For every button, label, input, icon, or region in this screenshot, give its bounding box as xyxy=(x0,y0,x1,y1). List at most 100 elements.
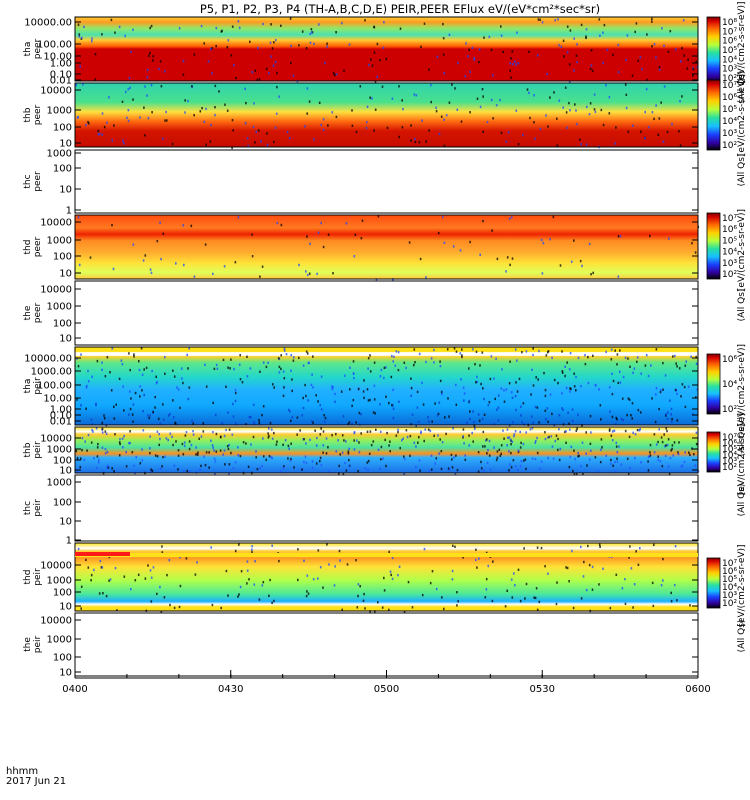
colorbar-tick-label: 10⁷ xyxy=(722,214,737,224)
colorbar-unit-label: [eV/(cm2-s-sr-eV)] xyxy=(737,544,747,626)
y-tick-label: 10 xyxy=(59,602,72,613)
y-tick-label: 10 xyxy=(59,139,72,150)
y-tick-label: 1 xyxy=(66,536,72,547)
y-tick-label: 10000 xyxy=(40,285,72,296)
date-label: 2017 Jun 21 xyxy=(6,776,67,787)
colorbar-tick-label: 10³ xyxy=(722,129,737,139)
colorbar xyxy=(706,557,721,609)
x-tick-label: 0430 xyxy=(218,684,243,695)
y-axis-label: thapeer xyxy=(23,38,43,59)
y-axis-label: thepeir xyxy=(23,635,43,653)
y-tick-label: 10000.00 xyxy=(24,18,72,29)
colorbar xyxy=(706,79,721,151)
colorbar-tick-label: 10⁵ xyxy=(722,105,737,115)
spectrogram-noise xyxy=(77,17,699,84)
spectrogram-image xyxy=(75,17,698,81)
colorbar xyxy=(706,431,721,473)
spectrogram-noise xyxy=(77,543,691,614)
panel-the-peer: 10000 1000 100 10 thepeer xyxy=(23,280,699,346)
spectrogram-image xyxy=(75,215,698,279)
colorbar-tick-label: 10² xyxy=(722,74,737,84)
colorbar-tick-label: 10⁷ xyxy=(722,81,737,91)
colorbar-tick-label: 10⁴ xyxy=(722,583,737,593)
y-tick-label: 10 xyxy=(59,668,72,679)
panel-thd-peir: 10000100010010thdpeir10⁷10⁶10⁵10⁴10³10²[… xyxy=(23,542,747,653)
colorbar-tick-label: 10⁶ xyxy=(722,225,737,235)
panel-thc-peir: 1000 100 10 1 thcpeir xyxy=(23,474,699,547)
colorbar-quality-label: (All Qs) xyxy=(737,620,747,653)
spectrogram-image xyxy=(75,83,698,147)
y-tick-label: 100 xyxy=(53,164,72,175)
colorbar-tick-label: 10⁵ xyxy=(722,445,737,455)
colorbar-tick-label: 10⁴ xyxy=(722,248,737,258)
y-tick-label: 10000 xyxy=(40,218,72,229)
y-tick-label: 0.01 xyxy=(50,76,72,87)
y-tick-label: 10.00 xyxy=(43,394,72,405)
y-tick-label: 1000 xyxy=(47,149,72,160)
y-tick-label: 1 xyxy=(66,206,72,217)
y-axis-label: thbpeer xyxy=(23,104,43,125)
colorbar-tick-label: 10⁴ xyxy=(722,380,737,390)
y-tick-label: 100 xyxy=(53,319,72,330)
spectrogram-image xyxy=(75,347,698,425)
y-tick-label: 1.00 xyxy=(50,405,72,416)
colorbar-quality-label: (All Qs) xyxy=(737,484,747,517)
y-tick-label: 1000 xyxy=(47,478,72,489)
y-tick-label: 0.10 xyxy=(50,411,72,422)
y-tick-label: 10000 xyxy=(40,616,72,627)
colorbar xyxy=(706,16,721,84)
x-tick-label: 0500 xyxy=(374,684,399,695)
panel-thb-peir: 10000100010010thbpeir10⁷10⁶10⁵10⁴10³10²[… xyxy=(23,413,747,516)
colorbar-quality-label: (All Qs) xyxy=(737,424,747,457)
y-tick-label: 1000 xyxy=(47,236,72,247)
y-axis-label: thepeer xyxy=(23,302,43,323)
y-tick-label: 10 xyxy=(59,334,72,345)
y-tick-label: 1000 xyxy=(47,302,72,313)
y-axis-label: thapeir xyxy=(23,377,43,395)
spectrogram-noise xyxy=(77,215,700,281)
colorbar-tick-label: 10⁴ xyxy=(722,117,737,127)
y-axis-label: thcpeer xyxy=(23,171,43,192)
colorbar-tick-label: 10⁷ xyxy=(722,559,737,569)
y-tick-label: 100 xyxy=(53,498,72,509)
colorbar-tick-label: 10⁷ xyxy=(722,433,737,443)
y-tick-label: 10.00 xyxy=(43,52,72,63)
panel-the-peir: 10000 1000 100 10 thepeir xyxy=(23,612,699,679)
y-tick-label: 10000 xyxy=(40,434,72,445)
colorbar-tick-label: 10⁵ xyxy=(722,236,737,246)
y-tick-label: 1000.00 xyxy=(31,367,72,378)
colorbar-tick-label: 10⁶ xyxy=(722,93,737,103)
panel-frame xyxy=(74,542,699,612)
y-tick-label: 100 xyxy=(53,456,72,467)
y-tick-label: 0.10 xyxy=(50,70,72,81)
panel-thc-peer: 1000 100 10 1 thcpeer xyxy=(23,149,699,217)
colorbar-tick-label: 10⁸ xyxy=(722,18,737,28)
y-tick-label: 100 xyxy=(53,588,72,599)
colorbar-tick-label: 10⁶ xyxy=(722,439,737,449)
panel-thb-peer: 10000 1000 100 10 thbpeer 10⁷ 10⁶ 10⁵ 10⁴ 10³ 10²[… xyxy=(23,74,747,186)
colorbar xyxy=(706,212,721,280)
y-tick-label: 0.01 xyxy=(50,417,72,428)
colorbar-tick-label: 10⁵ xyxy=(722,575,737,585)
colorbar-tick-label: 10³ xyxy=(722,65,737,75)
x-tick-label: 0600 xyxy=(685,684,710,695)
colorbar-tick-label: 10⁶ xyxy=(722,37,737,47)
panel-frame xyxy=(74,16,699,82)
colorbar-tick-label: 10² xyxy=(722,405,737,415)
y-tick-label: 10000.00 xyxy=(24,354,72,365)
colorbar-unit-label: [eV/(cm2-s-sr-eV)] xyxy=(737,209,747,291)
x-tick-label: 0530 xyxy=(530,684,555,695)
colorbar-tick-label: 10⁵ xyxy=(722,46,737,56)
colorbar-tick-label: 10⁴ xyxy=(722,55,737,65)
y-tick-label: 100.00 xyxy=(37,381,72,392)
colorbar-quality-label: (All Qs) xyxy=(737,289,747,322)
colorbar-unit-label: [eV/(cm2-s-sr-eV)] xyxy=(737,344,747,426)
panel-frame xyxy=(74,82,699,148)
y-tick-label: 10000 xyxy=(40,86,72,97)
spectrogram-noise xyxy=(75,427,700,476)
colorbar-unit-label: [eV/(cm2-s-sr-eV)] xyxy=(737,74,747,156)
y-axis-label: thdpeir xyxy=(23,568,43,586)
x-tick-label: 0400 xyxy=(62,684,87,695)
